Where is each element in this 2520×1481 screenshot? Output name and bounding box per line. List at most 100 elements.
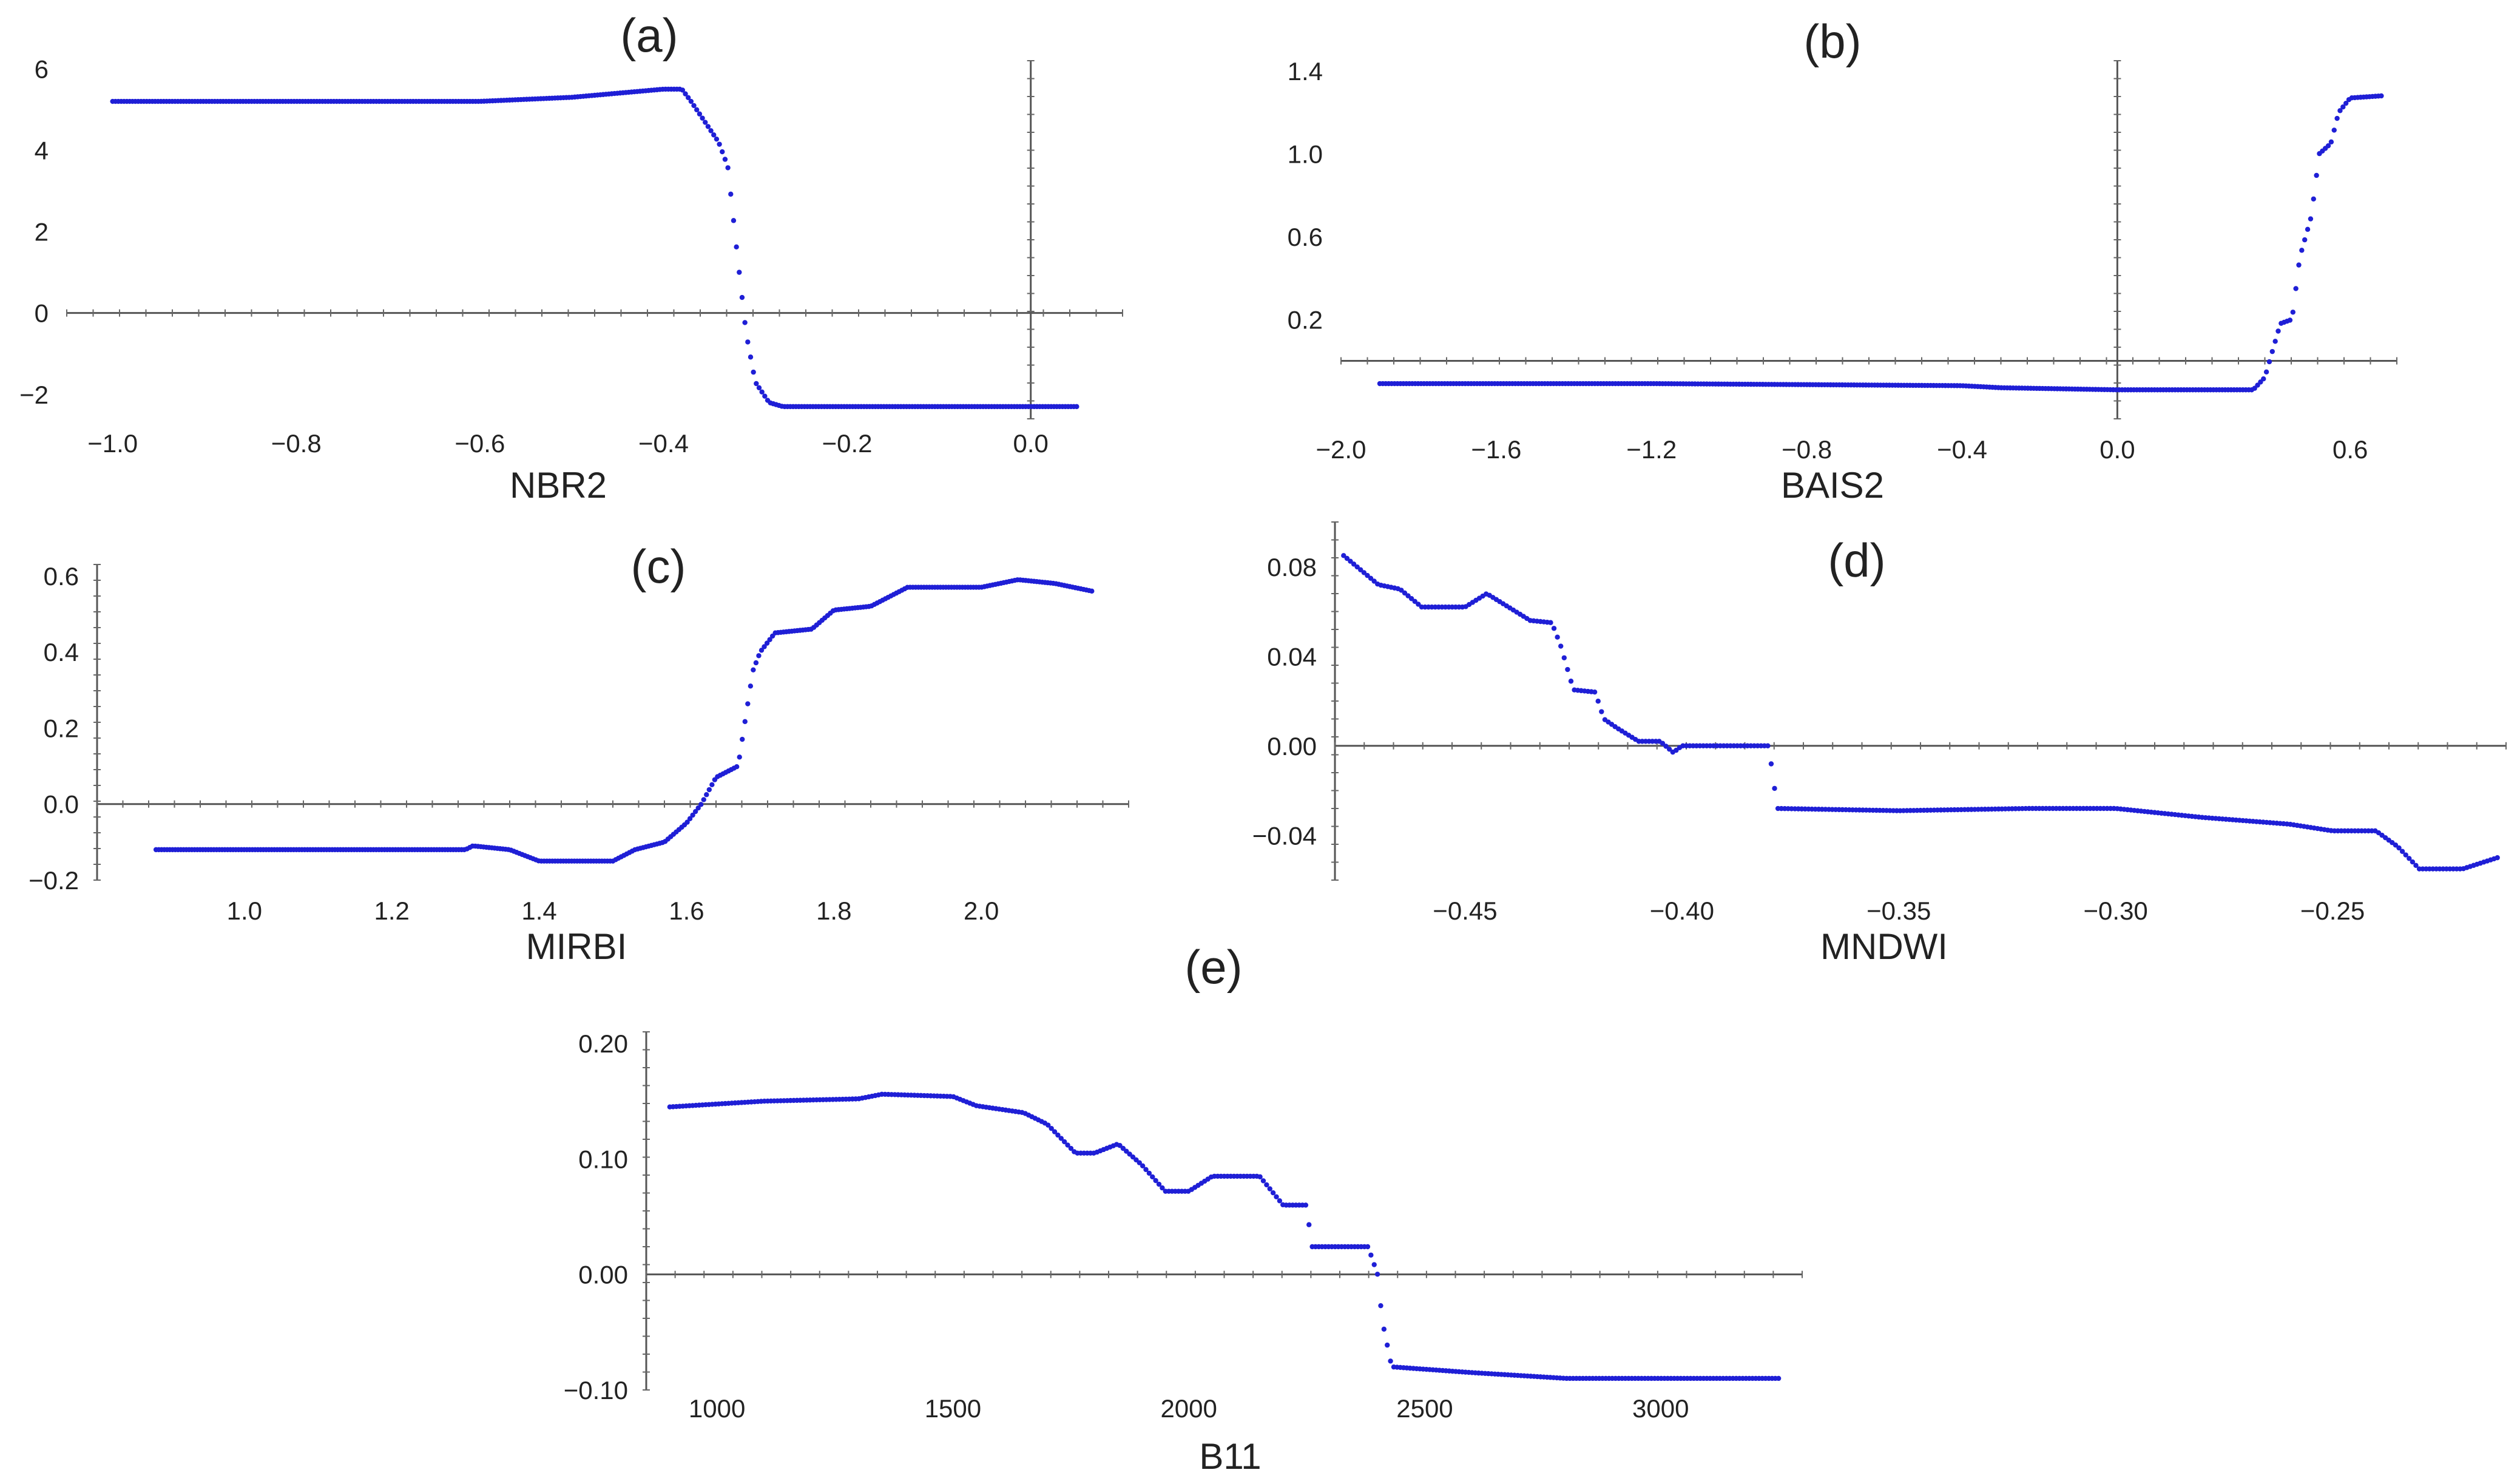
y-tick-label: 0.6 (1288, 223, 1323, 251)
data-point (1775, 1375, 1782, 1381)
data-point (1052, 1129, 1058, 1134)
data-point (706, 787, 712, 793)
data-point (695, 805, 701, 811)
data-point (762, 393, 768, 399)
data-point (1074, 404, 1079, 410)
data-point (1089, 588, 1095, 594)
x-tick-label: 1.8 (816, 896, 851, 925)
data-point (2393, 842, 2399, 848)
data-point (694, 107, 700, 113)
data-point (1127, 1151, 1132, 1157)
data-point (1124, 1148, 1129, 1154)
y-tick-label: 0.20 (578, 1029, 628, 1058)
data-point (2293, 286, 2299, 291)
data-point (1140, 1163, 1146, 1169)
data-point (748, 354, 754, 360)
data-point (688, 98, 694, 104)
data-point (1068, 1145, 1074, 1151)
data-point (1267, 1186, 1272, 1191)
data-point (758, 648, 765, 653)
data-point (764, 640, 770, 646)
data-point (700, 115, 705, 121)
data-point (762, 644, 767, 649)
data-point (711, 132, 717, 138)
data-point (705, 124, 711, 129)
data-point (1385, 1342, 1390, 1348)
data-point (1344, 555, 1350, 561)
data-point (737, 269, 742, 275)
data-point (767, 637, 772, 642)
x-tick-label: 1000 (689, 1394, 745, 1423)
data-point (731, 218, 737, 223)
data-point (2337, 108, 2343, 114)
data-point (2272, 339, 2278, 344)
x-tick-label: 2500 (1396, 1394, 1453, 1423)
data-point (1663, 744, 1669, 749)
data-point (704, 792, 709, 798)
data-point (739, 294, 745, 300)
data-point (1130, 1154, 1136, 1160)
data-point (1146, 1170, 1152, 1176)
data-point (692, 808, 698, 815)
data-point (1065, 1142, 1070, 1148)
data-point (2261, 376, 2266, 382)
y-tick-label: 0.10 (578, 1145, 628, 1173)
data-point (1303, 1202, 1309, 1208)
data-point (2290, 310, 2295, 315)
data-point (691, 103, 697, 109)
data-point (2495, 855, 2500, 861)
x-tick-label: −0.8 (1782, 435, 1832, 464)
data-point (1133, 1157, 1139, 1163)
data-point (1365, 1244, 1371, 1250)
x-tick-label: 0.0 (2099, 435, 2135, 464)
y-tick-label: −0.10 (564, 1376, 628, 1405)
y-tick-label: 0.00 (578, 1261, 628, 1289)
data-point (690, 812, 695, 818)
y-tick-label: 0.0 (44, 790, 79, 819)
data-point (2403, 852, 2408, 858)
data-point (734, 244, 739, 250)
data-point (1365, 572, 1370, 578)
data-point (709, 782, 715, 788)
data-point (1354, 564, 1360, 570)
data-point (2399, 849, 2405, 854)
y-tick-label: 0.6 (44, 562, 79, 591)
x-tick-label: 1.2 (374, 896, 410, 925)
data-point (708, 128, 714, 134)
data-point (725, 165, 731, 171)
data-point (1368, 575, 1374, 581)
data-point (717, 141, 722, 147)
x-tick-label: −0.8 (271, 429, 322, 458)
data-point (1277, 1198, 1283, 1204)
y-tick-label: −0.04 (1252, 821, 1317, 850)
data-point (1260, 1178, 1266, 1184)
panel-label: (a) (620, 8, 678, 62)
data-point (1405, 593, 1411, 598)
data-point (2379, 93, 2384, 99)
data-point (1368, 1252, 1374, 1258)
y-tick-label: −2 (19, 381, 49, 409)
data-point (1660, 740, 1666, 746)
data-point (1351, 561, 1357, 567)
data-point (1361, 570, 1367, 575)
x-tick-label: −0.45 (1433, 896, 1497, 925)
x-tick-label: −0.25 (2300, 896, 2365, 925)
data-point (2314, 172, 2319, 178)
data-point (1358, 567, 1363, 572)
y-tick-label: 6 (35, 55, 49, 83)
data-point (1408, 596, 1414, 602)
data-point (1599, 709, 1604, 714)
panel-label: (e) (1184, 940, 1242, 994)
data-point (754, 381, 759, 387)
x-axis-label: MIRBI (526, 926, 627, 967)
data-point (687, 816, 693, 821)
data-point (1055, 1132, 1061, 1138)
x-axis-label: MNDWI (1820, 926, 1948, 967)
data-point (1555, 634, 1560, 640)
data-point (698, 802, 704, 807)
y-tick-label: 1.4 (1288, 57, 1323, 86)
data-point (759, 389, 765, 395)
data-point (1568, 679, 1574, 684)
x-axis-label: NBR2 (510, 465, 607, 506)
